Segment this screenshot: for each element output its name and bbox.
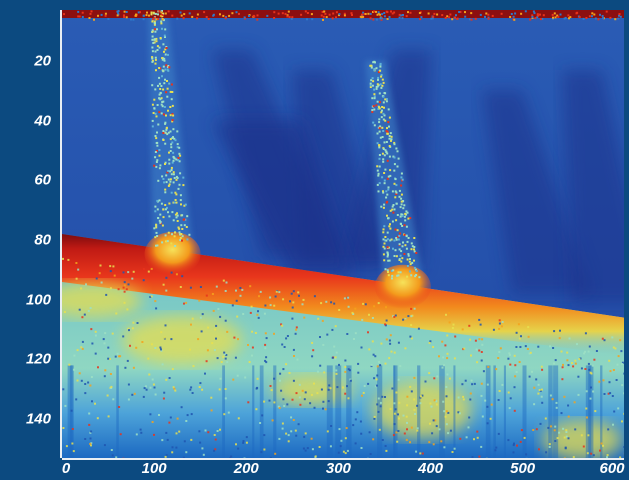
y-tick-label: 120 xyxy=(25,350,51,368)
sediment-streak xyxy=(259,365,264,458)
x-tick-label: 400 xyxy=(418,460,444,477)
sediment-streak xyxy=(377,365,383,458)
echogram-plot xyxy=(62,10,624,458)
sediment-streak xyxy=(522,365,527,458)
sediment-streak xyxy=(588,365,594,458)
sediment-streak xyxy=(493,365,496,458)
sediment-streak xyxy=(273,365,277,458)
sediment-patch xyxy=(272,375,352,405)
water-streak xyxy=(562,70,624,303)
sediment-streak xyxy=(71,365,74,458)
sediment-streak xyxy=(503,365,506,458)
sediment-patch xyxy=(372,382,472,438)
y-tick-label: 60 xyxy=(34,171,51,189)
sediment-patch xyxy=(62,282,142,318)
sediment-streak xyxy=(116,365,119,458)
sediment-patch xyxy=(122,315,242,365)
sediment-streak xyxy=(417,365,421,458)
echogram-svg xyxy=(62,10,624,458)
x-tick-label: 600 xyxy=(599,460,625,477)
sediment-streak xyxy=(222,365,225,458)
y-tick-label: 20 xyxy=(34,52,51,70)
x-tick-label: 100 xyxy=(141,460,167,477)
sediment-streak xyxy=(326,365,333,458)
sediment-streak xyxy=(548,365,553,458)
sediment-streak xyxy=(393,365,396,458)
sediment-streak xyxy=(346,365,352,458)
x-tick-label: 0 xyxy=(61,460,71,477)
sediment-streak xyxy=(69,365,73,458)
sediment-streak xyxy=(453,365,456,458)
x-tick-label: 300 xyxy=(325,460,351,477)
plume-1-mound xyxy=(144,231,201,276)
sediment-streak xyxy=(585,365,592,458)
seabed-echo-band xyxy=(62,234,624,356)
x-tick-label: 500 xyxy=(510,460,536,477)
sediment-streak xyxy=(67,365,72,458)
sediment-patch xyxy=(542,420,622,458)
y-tick-label: 80 xyxy=(34,231,51,249)
sediment-streak xyxy=(335,365,342,458)
sediment-streak xyxy=(485,365,491,458)
sediment-streak xyxy=(393,365,398,458)
surface-noise-band xyxy=(62,10,624,18)
y-tick-label: 100 xyxy=(25,291,51,309)
y-tick-label: 40 xyxy=(34,112,51,129)
sediment-streak xyxy=(439,365,445,458)
sediment-streak xyxy=(600,365,603,458)
x-tick-label: 200 xyxy=(233,460,259,477)
sediment-streak xyxy=(553,365,559,458)
y-tick-label: 140 xyxy=(25,410,51,428)
deep-water-wedge xyxy=(212,120,352,276)
plume-2-mound xyxy=(374,264,431,309)
water-streak xyxy=(482,90,592,294)
sediment-streak xyxy=(252,365,255,458)
